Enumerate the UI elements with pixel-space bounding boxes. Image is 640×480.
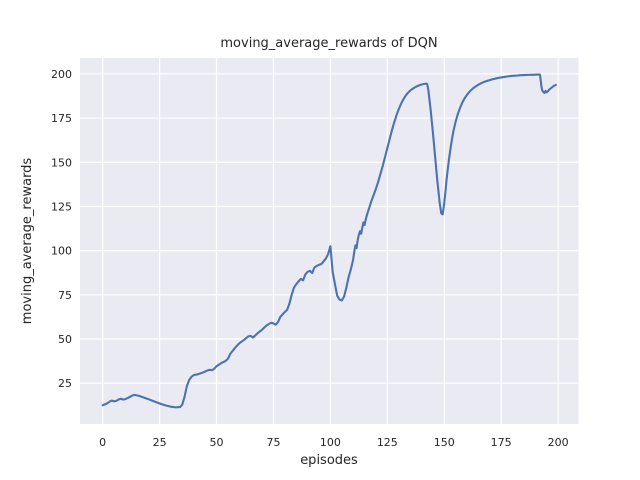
y-axis-label: moving_average_rewards xyxy=(20,158,35,325)
x-tick-label: 125 xyxy=(377,436,398,449)
y-tick-label: 25 xyxy=(58,377,72,390)
y-tick-label: 150 xyxy=(51,156,72,169)
x-tick-label: 25 xyxy=(153,436,167,449)
y-tick-label: 125 xyxy=(51,200,72,213)
y-tick-labels: 25 50 75 100 125 150 175 200 xyxy=(51,68,72,390)
y-tick-label: 75 xyxy=(58,289,72,302)
y-tick-label: 100 xyxy=(51,245,72,258)
plot-area xyxy=(80,58,579,424)
x-tick-labels: 0 25 50 75 100 125 150 175 200 xyxy=(99,436,568,449)
y-tick-label: 175 xyxy=(51,112,72,125)
y-tick-label: 200 xyxy=(51,68,72,81)
x-tick-label: 0 xyxy=(99,436,106,449)
x-tick-label: 75 xyxy=(266,436,280,449)
chart-title: moving_average_rewards of DQN xyxy=(220,36,437,51)
x-tick-label: 100 xyxy=(320,436,341,449)
x-tick-label: 200 xyxy=(548,436,569,449)
x-tick-label: 50 xyxy=(210,436,224,449)
x-tick-label: 175 xyxy=(491,436,512,449)
x-tick-label: 150 xyxy=(434,436,455,449)
series-line xyxy=(101,73,557,409)
x-axis-label: episodes xyxy=(300,453,358,468)
y-tick-label: 50 xyxy=(58,333,72,346)
